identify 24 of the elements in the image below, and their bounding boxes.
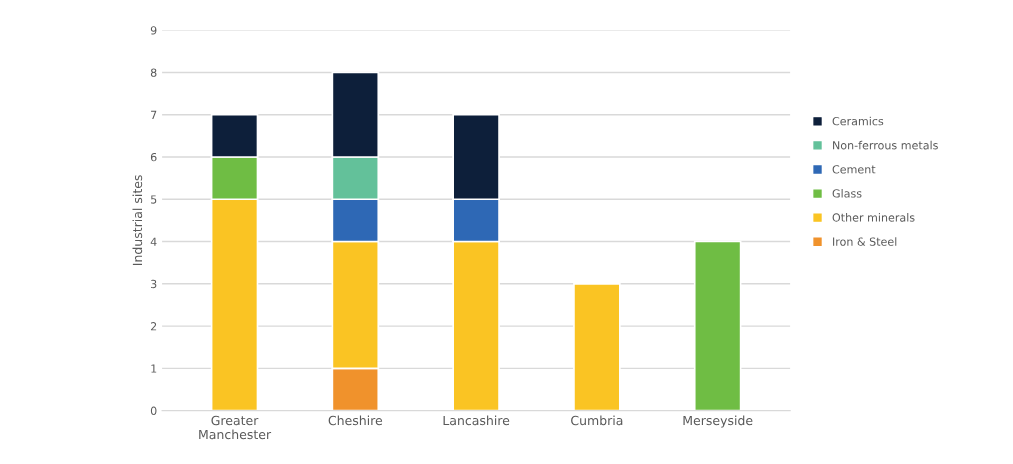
legend-label: Iron & Steel [833,237,897,246]
x-tick-label: Lancashire [443,415,510,426]
x-tick-label: Greater Manchester [199,415,272,440]
x-tick-label: Cumbria [571,415,623,426]
y-tick-label: 7 [151,110,157,119]
y-tick-label: 6 [150,152,157,162]
x-tick-label: Merseyside [683,415,753,428]
legend-label: Ceramics [832,116,884,126]
y-tick-label: 9 [150,26,157,35]
y-tick-label: 5 [151,195,157,204]
legend-label: Other minerals [832,213,915,222]
legend-label: Glass [832,189,862,198]
x-tick-label: Cheshire [328,415,383,426]
y-tick-label: 8 [150,68,157,77]
y-tick-label: 0 [150,406,157,416]
legend-label: Non-ferrous metals [833,140,938,150]
y-tick-label: 4 [150,237,157,246]
y-tick-label: 2 [150,322,157,331]
y-tick-label: 1 [151,364,157,373]
y-tick-label: 3 [151,279,157,289]
bar [573,282,621,411]
bar [693,240,742,411]
legend-label: Cement [832,165,876,174]
y-axis-title: Industrial sites [132,175,143,266]
